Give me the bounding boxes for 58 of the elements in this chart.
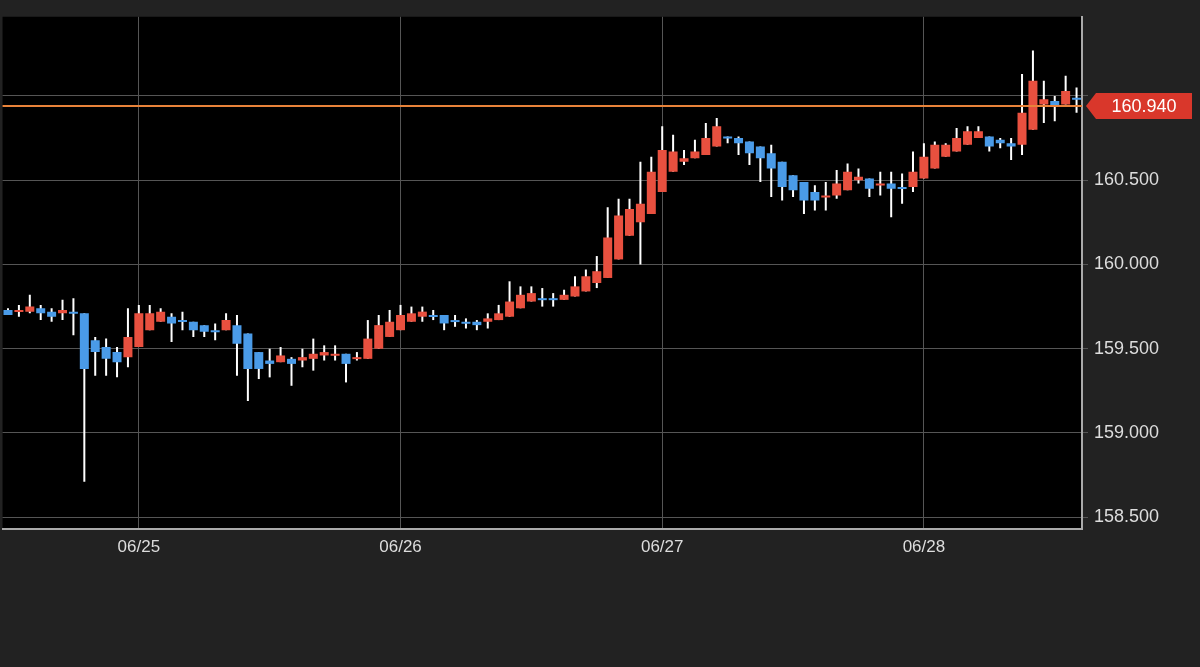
candlestick [712, 116, 722, 148]
y-tick-label: 158.500 [1094, 506, 1160, 527]
candlestick [908, 150, 918, 194]
candlestick [461, 317, 471, 330]
y-tick-label: 159.500 [1094, 337, 1160, 358]
candlestick [592, 255, 602, 290]
candlestick [744, 140, 754, 167]
candlestick [145, 303, 155, 332]
x-tick-label: 06/28 [902, 536, 946, 556]
candlestick [875, 170, 885, 197]
candlestick [254, 351, 264, 381]
candlestick [363, 319, 373, 360]
candlestick [843, 162, 853, 192]
x-tick-label: 06/25 [117, 536, 161, 556]
candlestick [919, 142, 929, 180]
candlestick [1061, 74, 1071, 106]
candlestick [963, 125, 973, 146]
candlestick [635, 160, 645, 266]
candlestick [396, 303, 406, 332]
candlestick [930, 140, 940, 170]
candlestick [897, 172, 907, 205]
candlestick [297, 347, 307, 369]
candlestick [58, 298, 68, 322]
candlestick [1039, 79, 1049, 124]
candlestick [177, 310, 187, 332]
candlestick [952, 127, 962, 153]
candlestick [341, 352, 351, 384]
candlestick [701, 121, 711, 156]
candlestick [265, 347, 275, 379]
candlestick [537, 287, 547, 308]
candlestick [766, 143, 776, 199]
candlestick [123, 307, 133, 369]
x-tick-label: 06/27 [640, 536, 684, 556]
candlestick [505, 280, 515, 318]
candlestick [385, 308, 395, 338]
ref-line-label: 160.940 [1111, 96, 1177, 117]
candlestick [374, 314, 384, 350]
candlestick [1006, 137, 1016, 162]
candlestick [101, 337, 111, 377]
candlestick [308, 337, 318, 372]
candlestick [112, 346, 122, 379]
x-tick-label: 06/26 [379, 536, 422, 556]
candlestick [755, 145, 765, 183]
candlestick [90, 335, 100, 377]
candlestick [668, 133, 678, 173]
candlestick [330, 344, 340, 362]
y-tick-label: 159.000 [1094, 421, 1160, 442]
candlestick [68, 297, 78, 337]
candlestick [232, 314, 242, 377]
candlestick [25, 293, 35, 315]
candlestick [810, 184, 820, 212]
y-tick-label: 160.000 [1094, 253, 1160, 274]
candlestick [286, 356, 296, 387]
candlestick [821, 180, 831, 212]
candlestick [832, 169, 842, 200]
candlestick [734, 135, 744, 156]
y-tick-label: 160.500 [1094, 169, 1160, 190]
candlestick [886, 170, 896, 219]
